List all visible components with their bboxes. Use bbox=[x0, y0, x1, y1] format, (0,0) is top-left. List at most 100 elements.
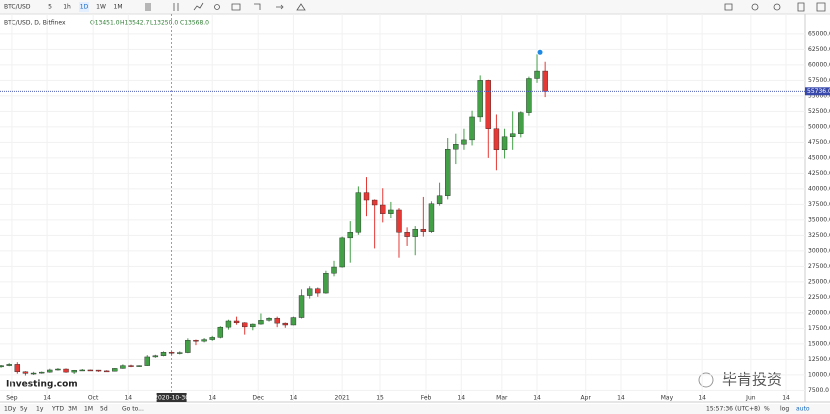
range-button[interactable]: YTD bbox=[51, 406, 64, 413]
y-tick-label: 7500.0 bbox=[808, 387, 829, 394]
candle-body bbox=[168, 352, 175, 354]
candle-body bbox=[355, 192, 362, 233]
axis-option[interactable]: % bbox=[764, 406, 770, 413]
candle-body bbox=[404, 232, 410, 237]
candle-body bbox=[250, 323, 256, 328]
watermark-icon bbox=[698, 372, 714, 388]
toolbar-icons[interactable] bbox=[145, 2, 826, 12]
range-button[interactable]: 5y bbox=[20, 406, 28, 413]
candle-body bbox=[453, 144, 459, 150]
x-tick-label: 14 bbox=[698, 395, 706, 402]
x-tick-label: 14 bbox=[617, 395, 625, 402]
x-tick-label: Apr bbox=[581, 395, 592, 402]
candle-body bbox=[477, 80, 483, 118]
candle-body bbox=[120, 365, 126, 369]
candle-body bbox=[47, 369, 53, 373]
candle-body bbox=[201, 339, 207, 342]
crosshair-label: 2020-10-30 bbox=[154, 395, 189, 402]
axis-option[interactable]: auto bbox=[796, 406, 810, 413]
candle-body bbox=[428, 203, 435, 232]
last-price-tag bbox=[805, 87, 830, 96]
watermark: 毕肯投资 bbox=[722, 371, 782, 389]
x-tick-label: Oct bbox=[88, 395, 99, 402]
candle-body bbox=[509, 133, 516, 137]
x-tick-label: May bbox=[661, 395, 674, 402]
footer bbox=[0, 404, 830, 414]
interval-button[interactable]: 5 bbox=[48, 4, 52, 11]
candle-body bbox=[323, 273, 329, 294]
candle-body bbox=[160, 352, 167, 356]
candle-body bbox=[30, 372, 37, 375]
y-tick-label: 32500.0 bbox=[808, 232, 830, 239]
x-tick-label: 14 bbox=[533, 395, 541, 402]
range-button[interactable]: 1M bbox=[84, 406, 93, 413]
candle-body bbox=[412, 228, 418, 237]
y-tick-label: 25000.0 bbox=[808, 278, 830, 285]
interval-button[interactable]: 1h bbox=[63, 4, 71, 11]
candle-body bbox=[298, 295, 305, 318]
candle-body bbox=[177, 352, 183, 354]
candle-body bbox=[6, 364, 12, 366]
y-tick-label: 45000.0 bbox=[808, 154, 830, 161]
candle-body bbox=[22, 371, 29, 374]
candle-body bbox=[87, 369, 94, 372]
x-tick-label: 2021 bbox=[334, 395, 349, 402]
candle-body bbox=[274, 317, 280, 324]
candle-body bbox=[363, 192, 370, 201]
y-tick-label: 52500.0 bbox=[808, 108, 830, 115]
interval-button[interactable]: 1W bbox=[96, 4, 106, 11]
candle-body bbox=[315, 288, 321, 294]
candle-body bbox=[103, 370, 110, 373]
y-tick-label: 37500.0 bbox=[808, 201, 830, 208]
crosshair-tag bbox=[156, 393, 187, 402]
candle-body bbox=[306, 288, 313, 296]
candle-body bbox=[185, 339, 191, 353]
candle-body bbox=[95, 369, 102, 372]
candle-body bbox=[38, 371, 45, 374]
x-tick-label: 14 bbox=[782, 395, 790, 402]
candle-body bbox=[241, 322, 248, 328]
candle-body bbox=[493, 128, 500, 151]
range-button[interactable]: 3M bbox=[68, 406, 77, 413]
x-tick-label: Mar bbox=[496, 395, 508, 402]
x-tick-label: Dec bbox=[252, 395, 264, 402]
candle-body bbox=[420, 228, 427, 232]
candle-body bbox=[290, 317, 297, 326]
interval-button[interactable]: 1M bbox=[114, 4, 123, 11]
ohlc-value: O13451.0 bbox=[90, 20, 120, 27]
candle-body bbox=[209, 337, 215, 340]
candle-body bbox=[71, 370, 77, 373]
legend-title: BTC/USD, D, Bitfinex bbox=[4, 20, 66, 27]
candle-body bbox=[14, 364, 21, 373]
candle-body bbox=[63, 368, 69, 373]
x-tick-label: Feb bbox=[421, 395, 432, 402]
range-button[interactable]: 5d bbox=[100, 406, 108, 413]
x-tick-label: Jun bbox=[745, 395, 756, 402]
range-button[interactable]: Go to... bbox=[122, 406, 144, 413]
axis-option[interactable]: log bbox=[780, 406, 789, 413]
candle-body bbox=[331, 266, 337, 274]
x-tick-label: 14 bbox=[290, 395, 298, 402]
candle-body bbox=[380, 204, 386, 214]
y-tick-label: 10000.0 bbox=[808, 371, 830, 378]
range-button[interactable]: 1y bbox=[36, 406, 44, 413]
y-tick-label: 17500.0 bbox=[808, 325, 830, 332]
range-button[interactable]: 1Dy bbox=[4, 406, 16, 413]
y-tick-label: 15000.0 bbox=[808, 340, 830, 347]
candle-body bbox=[461, 139, 467, 145]
candle-body bbox=[136, 365, 142, 367]
candle-body bbox=[128, 365, 134, 367]
y-tick-label: 22500.0 bbox=[808, 294, 830, 301]
symbol[interactable]: BTC/USD bbox=[4, 4, 31, 11]
candle-body bbox=[193, 339, 199, 342]
x-tick-label: 14 bbox=[208, 395, 216, 402]
candle-body bbox=[258, 320, 264, 325]
interval-button[interactable]: 1D bbox=[80, 4, 89, 11]
candle-body bbox=[217, 326, 224, 338]
candle-body bbox=[339, 237, 345, 268]
candle-body bbox=[445, 148, 451, 196]
candle-body bbox=[225, 320, 232, 328]
y-tick-label: 42500.0 bbox=[808, 170, 830, 177]
y-tick-label: 35000.0 bbox=[808, 216, 830, 223]
